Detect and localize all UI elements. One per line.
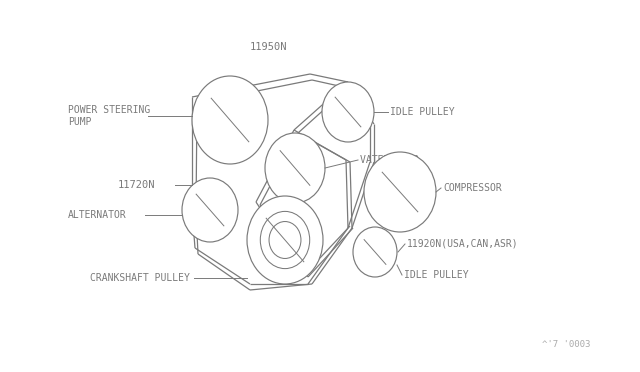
- Ellipse shape: [364, 152, 436, 232]
- Text: 11920N(USA,CAN,ASR): 11920N(USA,CAN,ASR): [407, 239, 518, 249]
- Ellipse shape: [247, 196, 323, 284]
- Text: POWER STEERING
PUMP: POWER STEERING PUMP: [68, 105, 150, 127]
- Text: VATER PUMP: VATER PUMP: [360, 155, 419, 165]
- Text: ^'7 '0003: ^'7 '0003: [541, 340, 590, 349]
- Text: 11950N: 11950N: [249, 42, 287, 52]
- Ellipse shape: [182, 178, 238, 242]
- Text: COMPRESSOR: COMPRESSOR: [443, 183, 502, 193]
- Ellipse shape: [192, 76, 268, 164]
- Ellipse shape: [322, 82, 374, 142]
- Text: IDLE PULLEY: IDLE PULLEY: [404, 270, 468, 280]
- Text: ALTERNATOR: ALTERNATOR: [68, 210, 127, 220]
- Text: IDLE PULLEY: IDLE PULLEY: [390, 107, 454, 117]
- Ellipse shape: [353, 227, 397, 277]
- Ellipse shape: [265, 133, 325, 203]
- Text: 11720N: 11720N: [118, 180, 156, 190]
- Text: CRANKSHAFT PULLEY: CRANKSHAFT PULLEY: [90, 273, 190, 283]
